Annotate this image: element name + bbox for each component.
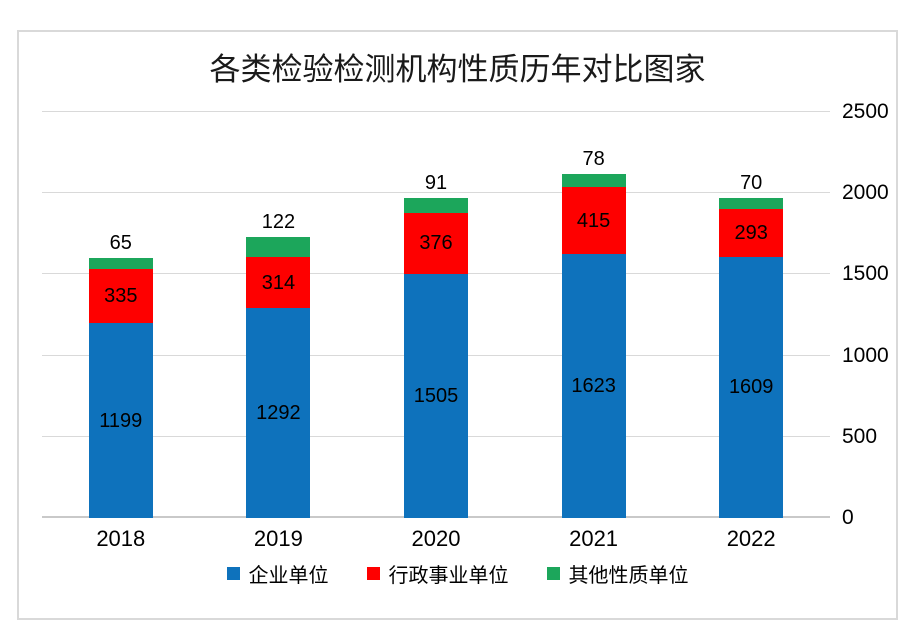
y-axis-tick-label: 0 — [842, 506, 854, 529]
bar-stack: 1623 415 — [561, 174, 626, 518]
y-axis-tick-label: 500 — [842, 424, 878, 448]
bar-segment — [404, 273, 468, 518]
segment-value-label: 376 — [419, 232, 453, 255]
legend-swatch — [546, 566, 560, 580]
legend-item: 其他性质单位 — [546, 559, 689, 588]
chart-container: 各类检验检测机构性质历年对比图家 65 1199 335 122 1292 314 91 15… — [17, 30, 898, 620]
segment-value-label: 1292 — [256, 402, 301, 425]
segment-value-label: 1609 — [728, 376, 774, 399]
segment-top-value-label: 91 — [424, 171, 448, 194]
segment-value-label: 335 — [104, 285, 138, 308]
segment-value-label: 415 — [576, 209, 611, 232]
segment-value-label: 314 — [261, 271, 296, 294]
x-axis-label: 2020 — [411, 526, 461, 551]
bar-segment — [246, 257, 311, 309]
bar-stack: 1505 376 — [404, 197, 468, 518]
bar-segment — [88, 258, 153, 269]
legend-label: 企业单位 — [248, 564, 329, 587]
bar-segment — [561, 254, 626, 518]
bar-segment — [561, 187, 626, 255]
x-axis-label: 2018 — [96, 526, 146, 551]
y-axis-tick-label: 2000 — [842, 181, 889, 205]
bar-stack: 1609 293 — [719, 197, 784, 518]
gridline — [42, 111, 830, 112]
bar-stack: 1292 314 — [246, 237, 311, 518]
y-axis: 0 500 1000 1500 2000 2500 — [842, 100, 898, 529]
bar-segment — [246, 308, 311, 518]
y-axis-tick-label: 2500 — [842, 100, 889, 123]
legend-label: 其他性质单位 — [568, 564, 689, 587]
segment-value-label: 1623 — [571, 375, 616, 398]
bar-segment — [719, 256, 784, 518]
x-axis-label: 2019 — [253, 526, 303, 551]
legend-swatch — [226, 566, 240, 580]
legend: 企业单位 行政事业单位 其他性质单位 — [19, 558, 896, 588]
segment-top-value-label: 70 — [740, 171, 763, 194]
chart-title: 各类检验检测机构性质历年对比图家 — [209, 52, 706, 87]
legend-label: 行政事业单位 — [388, 564, 509, 587]
x-axis-label: 2021 — [569, 526, 619, 551]
bar-stack: 1199 335 — [88, 258, 153, 518]
segment-top-value-label: 65 — [109, 232, 132, 255]
bar-segment — [88, 323, 153, 518]
x-axis: 2018 2019 2020 2021 2022 — [42, 526, 830, 554]
segment-value-label: 293 — [734, 221, 768, 244]
legend-item: 行政事业单位 — [366, 559, 509, 588]
bar-segment — [404, 197, 468, 213]
bar-segment — [719, 197, 784, 210]
bar-segment — [246, 237, 311, 258]
y-axis-tick-label: 1000 — [842, 343, 889, 367]
segment-value-label: 1505 — [413, 384, 459, 407]
legend-item: 企业单位 — [226, 559, 329, 588]
bar-segment — [88, 268, 153, 324]
bar-segment — [561, 174, 626, 188]
segment-top-value-label: 122 — [261, 211, 296, 234]
y-axis-tick-label: 1500 — [842, 262, 889, 286]
bar-segment — [719, 209, 784, 257]
legend-swatch — [366, 566, 380, 580]
plot-area: 65 1199 335 122 1292 314 91 1505 376 78 1623 415 70 1… — [42, 111, 830, 518]
x-axis-label: 2022 — [726, 526, 776, 551]
bar-segment — [404, 212, 468, 274]
segment-value-label: 1199 — [99, 409, 143, 432]
segment-top-value-label: 78 — [582, 148, 605, 171]
gridline — [42, 192, 830, 194]
